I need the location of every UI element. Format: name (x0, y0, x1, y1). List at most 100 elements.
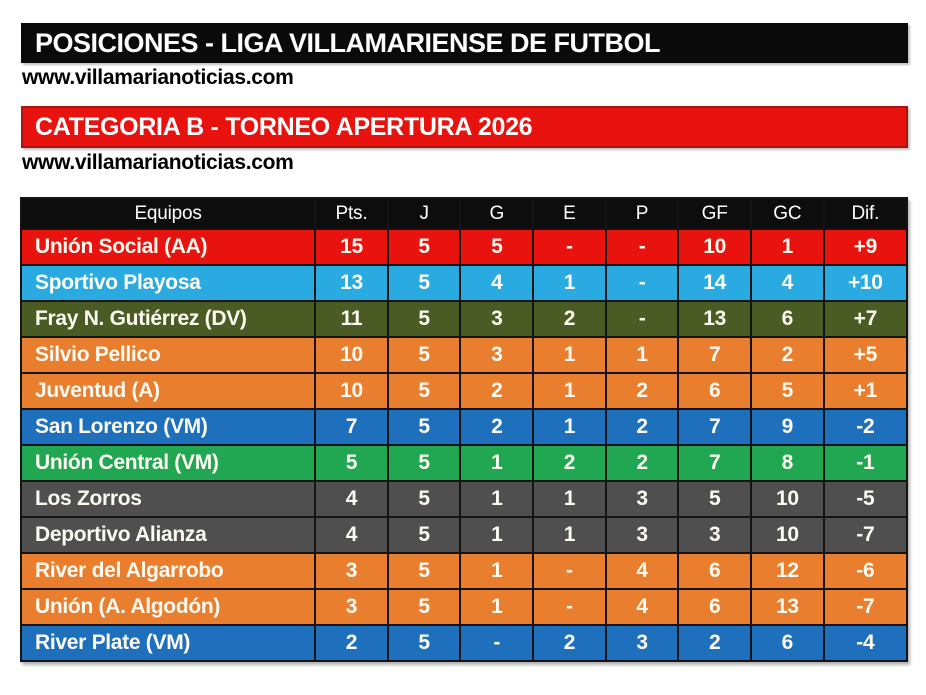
stat-cell: 5 (459, 228, 535, 266)
stat-cell: 5 (386, 228, 462, 266)
table-row: Silvio Pellico 10 5 3 1 1 7 2 +5 (19, 336, 909, 374)
stat-cell: 3 (677, 516, 752, 554)
table-row: Sportivo Playosa 13 5 4 1-14 4 +10 (19, 264, 909, 302)
stat-cell: 2 (604, 372, 680, 410)
stat-cell: - (604, 228, 680, 266)
stat-cell: 2 (604, 408, 680, 446)
stat-cell: 4 (750, 264, 825, 302)
stat-cell: 5 (386, 444, 462, 482)
stat-cell: 1 (532, 480, 607, 518)
stat-cell: 5 (386, 336, 462, 374)
stat-cell: +9 (822, 228, 909, 266)
stat-cell: +10 (822, 264, 909, 302)
stat-cell: 5 (386, 408, 462, 446)
stat-cell: -6 (822, 552, 909, 590)
stat-cell: 12 (750, 552, 825, 590)
stat-cell: 5 (386, 480, 462, 518)
stat-cell: 7 (677, 408, 752, 446)
stat-cell: 1 (750, 228, 825, 266)
stat-cell: 7 (677, 444, 752, 482)
stat-cell: 5 (386, 372, 462, 410)
stat-cell: 3 (604, 624, 680, 662)
table-row: Juventud (A) 10 5 2 1 2 6 5 +1 (19, 372, 909, 410)
stat-cell: 2 (604, 444, 680, 482)
stat-cell: 10 (750, 480, 825, 518)
column-header-gc: GC (750, 197, 825, 230)
table-row: River Plate (VM) 2 5-2 3 2 6 -4 (19, 624, 909, 662)
team-name-cell: Fray N. Gutiérrez (DV) (19, 300, 317, 338)
stat-cell: 8 (750, 444, 825, 482)
stat-cell: 2 (532, 300, 607, 338)
team-name-cell: Unión (A. Algodón) (19, 588, 317, 626)
stat-cell: -7 (822, 588, 909, 626)
header-row: Equipos Pts. J G E P GF GC Dif. (19, 197, 909, 230)
stat-cell: 13 (314, 264, 389, 302)
table-row: Unión (A. Algodón) 3 5 1-4 6 13 -7 (19, 588, 909, 626)
stat-cell: 3 (459, 300, 535, 338)
standings-table: Equipos Pts. J G E P GF GC Dif. Unión Social (AA… (19, 197, 909, 662)
team-name-cell: Unión Central (VM) (19, 444, 317, 482)
table-row: Unión Social (AA) 15 5 5- -10 1 +9 (19, 228, 909, 266)
stat-cell: 6 (677, 588, 752, 626)
stat-cell: 10 (677, 228, 752, 266)
stat-cell: -5 (822, 480, 909, 518)
stat-cell: 3 (459, 336, 535, 374)
category-banner: CATEGORIA B - TORNEO APERTURA 2026 (21, 106, 908, 148)
stat-cell: 5 (386, 552, 462, 590)
team-name-cell: River Plate (VM) (19, 624, 317, 662)
table-row: Fray N. Gutiérrez (DV) 11 5 3 2-13 6 +7 (19, 300, 909, 338)
page-title: POSICIONES - LIGA VILLAMARIENSE DE FUTBO… (21, 23, 908, 63)
stat-cell: 4 (459, 264, 535, 302)
stat-cell: 5 (750, 372, 825, 410)
stat-cell: 11 (314, 300, 389, 338)
team-name-cell: Los Zorros (19, 480, 317, 518)
stat-cell: 10 (314, 372, 389, 410)
stat-cell: 1 (459, 588, 535, 626)
stat-cell: 5 (677, 480, 752, 518)
stat-cell: 3 (604, 516, 680, 554)
stat-cell: 2 (677, 624, 752, 662)
stat-cell: 6 (677, 372, 752, 410)
stat-cell: 1 (459, 444, 535, 482)
stat-cell: 5 (386, 300, 462, 338)
table-row: Unión Central (VM) 5 5 1 2 2 7 8 -1 (19, 444, 909, 482)
stat-cell: 5 (386, 516, 462, 554)
stat-cell: 2 (314, 624, 389, 662)
team-name-cell: River del Algarrobo (19, 552, 317, 590)
table-row: Los Zorros 4 5 1 1 3 5 10 -5 (19, 480, 909, 518)
stat-cell: 15 (314, 228, 389, 266)
stat-cell: +1 (822, 372, 909, 410)
team-name-cell: Unión Social (AA) (19, 228, 317, 266)
stat-cell: 1 (532, 264, 607, 302)
stat-cell: 10 (314, 336, 389, 374)
column-header-equipos: Equipos (19, 197, 317, 230)
stat-cell: 1 (459, 552, 535, 590)
stat-cell: 2 (459, 372, 535, 410)
stat-cell: -2 (822, 408, 909, 446)
stat-cell: 5 (386, 624, 462, 662)
column-header-j: J (386, 197, 462, 230)
stat-cell: 7 (677, 336, 752, 374)
stat-cell: 1 (459, 480, 535, 518)
standings-body: Unión Social (AA) 15 5 5- -10 1 +9 Sportivo Pla… (19, 228, 909, 662)
stat-cell: 6 (750, 300, 825, 338)
stat-cell: 10 (750, 516, 825, 554)
stat-cell: 5 (386, 588, 462, 626)
stat-cell: 13 (750, 588, 825, 626)
stat-cell: 1 (532, 408, 607, 446)
table-row: San Lorenzo (VM) 7 5 2 1 2 7 9 -2 (19, 408, 909, 446)
stat-cell: 3 (604, 480, 680, 518)
stat-cell: 4 (604, 588, 680, 626)
stat-cell: 4 (604, 552, 680, 590)
stat-cell: - (532, 588, 607, 626)
column-header-e: E (532, 197, 607, 230)
stat-cell: 1 (532, 336, 607, 374)
stat-cell: 13 (677, 300, 752, 338)
column-header-g: G (459, 197, 535, 230)
stat-cell: -1 (822, 444, 909, 482)
website-url-top: www.villamarianoticias.com (22, 66, 294, 89)
table-row: Deportivo Alianza 4 5 1 1 3 3 10 -7 (19, 516, 909, 554)
stat-cell: +5 (822, 336, 909, 374)
stat-cell: 6 (677, 552, 752, 590)
